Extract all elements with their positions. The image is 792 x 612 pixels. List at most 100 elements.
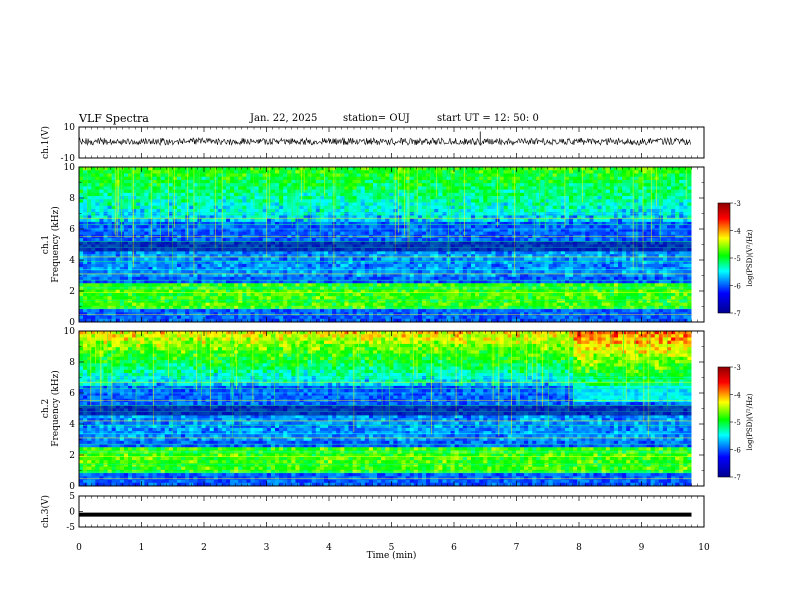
spectrogram-cell — [340, 305, 345, 310]
spectrogram-cell — [230, 196, 235, 200]
spectrogram-cell — [393, 302, 398, 307]
spectrogram-cell — [483, 273, 488, 278]
spectrogram-cell — [393, 186, 398, 191]
spectrogram-cell — [348, 315, 353, 320]
spectrogram-cell — [83, 173, 88, 178]
spectrogram-cell — [483, 225, 488, 229]
spectrogram-cell — [189, 205, 194, 210]
spectrogram-cell — [160, 231, 166, 236]
spectrogram-cell — [373, 286, 378, 291]
spectrogram-cell — [397, 183, 402, 187]
spectrogram-cell — [279, 221, 284, 226]
spectrogram-cell — [83, 280, 88, 284]
spectrogram-cell — [397, 176, 402, 181]
spectrogram-cell — [401, 267, 407, 271]
spectrogram-cell — [405, 292, 411, 297]
spectrogram-cell — [193, 231, 198, 236]
spectrogram-cell — [450, 257, 456, 262]
spectrogram-cell — [275, 296, 280, 300]
spectrogram-cell — [315, 315, 321, 320]
spectrogram-cell — [336, 238, 341, 242]
spectrogram-cell — [454, 244, 460, 249]
spectrogram-cell — [230, 267, 235, 271]
spectrogram-cell — [287, 176, 292, 181]
spectrogram-cell — [250, 189, 255, 194]
spectrogram-cell — [466, 292, 472, 297]
spectrogram-cell — [356, 231, 362, 236]
spectrogram-cell — [438, 218, 443, 223]
spectrogram-cell — [185, 280, 190, 284]
spectrogram-cell — [332, 254, 337, 258]
spectrogram-cell — [128, 215, 133, 220]
spectrogram-cell — [172, 228, 178, 232]
spectrogram-cell — [381, 228, 386, 232]
spectrogram-cell — [389, 292, 394, 297]
spectrogram-cell — [185, 247, 190, 252]
spectrogram-cell — [148, 179, 153, 184]
spectrogram-cell — [454, 176, 460, 181]
spectrogram-cell — [136, 250, 141, 255]
spectrogram-cell — [336, 218, 341, 223]
spectrogram-cell — [136, 299, 141, 304]
spectrogram-cell — [209, 292, 215, 297]
spectrogram-cell — [213, 173, 219, 178]
spectrogram-cell — [422, 170, 427, 174]
spectrogram-cell — [160, 309, 166, 313]
spectrogram-cell — [364, 179, 370, 184]
spectrogram-cell — [266, 231, 272, 236]
spectrogram-cell — [213, 267, 219, 271]
spectrogram-cell — [422, 289, 427, 294]
spectrogram-cell — [226, 208, 231, 213]
spectrogram-cell — [319, 215, 325, 220]
spectrogram-cell — [368, 179, 374, 184]
spectrogram-cell — [234, 173, 239, 178]
spectrogram-cell — [360, 299, 366, 304]
spectrogram-cell — [279, 202, 284, 207]
spectrogram-cell — [87, 189, 92, 194]
spectrogram-cell — [226, 292, 231, 297]
spectrogram-cell — [164, 173, 170, 178]
spectrogram-cell — [360, 247, 366, 252]
spectrogram-cell — [234, 170, 239, 174]
spectrogram-cell — [156, 267, 162, 271]
spectrogram-cell — [438, 231, 443, 236]
spectrogram-cell — [368, 270, 374, 274]
spectrogram-cell — [377, 205, 382, 210]
spectrogram-cell — [266, 299, 272, 304]
spectrogram-cell — [422, 196, 427, 200]
spectrogram-cell — [426, 296, 431, 300]
spectrogram-cell — [148, 276, 153, 281]
spectrogram-cell — [409, 192, 415, 197]
spectrogram-cell — [91, 176, 96, 181]
spectrogram-cell — [303, 280, 309, 284]
spectrogram-cell — [405, 280, 411, 284]
spectrogram-cell — [479, 186, 484, 191]
spectrogram-cell — [234, 286, 239, 291]
spectrogram-cell — [381, 318, 386, 323]
spectrogram-cell — [95, 296, 100, 300]
spectrogram-cell — [132, 225, 137, 229]
spectrogram-cell — [483, 231, 488, 236]
spectrogram-cell — [221, 270, 227, 274]
spectrogram-cell — [95, 228, 100, 232]
spectrogram-cell — [303, 318, 309, 323]
spectrogram-cell — [401, 199, 407, 203]
spectrogram-cell — [291, 208, 296, 213]
spectrogram-cell — [311, 228, 317, 232]
spectrogram-cell — [466, 305, 472, 310]
spectrogram-cell — [226, 202, 231, 207]
spectrogram-cell — [83, 176, 88, 181]
spectrogram-cell — [352, 292, 358, 297]
spectrogram-cell — [430, 231, 435, 236]
spectrogram-cell — [417, 192, 423, 197]
spectrogram-cell — [246, 176, 251, 181]
spectrogram-cell — [430, 176, 435, 181]
spectrogram-cell — [401, 296, 407, 300]
spectrogram-cell — [258, 257, 264, 262]
spectrogram-cell — [160, 250, 166, 255]
spectrogram-cell — [205, 199, 211, 203]
spectrogram-cell — [197, 238, 202, 242]
spectrogram-cell — [319, 212, 325, 216]
spectrogram-cell — [168, 292, 174, 297]
spectrogram-cell — [95, 283, 100, 287]
